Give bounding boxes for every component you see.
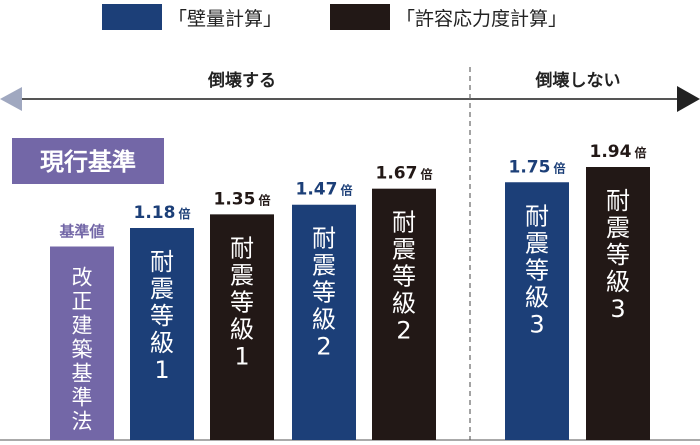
bar-value-label-3: 1.47 倍	[296, 180, 353, 200]
arrow-right-head	[677, 86, 700, 112]
collapse-arrow: 倒壊する 倒壊しない	[0, 71, 700, 112]
bar-wall-3	[292, 204, 356, 440]
legend-label-stress: 「許容応力度計算」	[396, 8, 567, 30]
arrow-label-collapse: 倒壊する	[207, 71, 276, 91]
bar-stress-6	[586, 167, 650, 440]
bar-wall-1	[130, 228, 194, 440]
bar-stress-2	[210, 214, 274, 440]
bar-value-label-4: 1.67 倍	[376, 164, 433, 184]
arrow-left-head	[0, 87, 22, 111]
bar-label-3: 耐震等級 2	[312, 225, 336, 361]
bar-label-6: 耐震等級 3	[606, 187, 630, 323]
legend-swatch-stress	[330, 4, 390, 30]
standard-box	[12, 138, 164, 184]
legend-swatch-wall	[102, 4, 162, 30]
legend-label-wall: 「壁量計算」	[168, 8, 282, 30]
standard-label: 現行基準	[40, 148, 136, 176]
bar-value-label-5: 1.75 倍	[509, 157, 566, 177]
bar-stress-4	[372, 188, 436, 440]
bar-wall-5	[505, 182, 569, 440]
bar-value-label-0: 基準値	[58, 223, 104, 241]
bar-label-5: 耐震等級 3	[525, 202, 549, 338]
bar-label-2: 耐震等級 1	[230, 234, 254, 370]
bar-base-0	[50, 246, 114, 440]
bar-label-0: 改正建築基準法	[72, 266, 93, 434]
bar-value-label-1: 1.18 倍	[134, 203, 191, 223]
bar-value-label-2: 1.35 倍	[214, 189, 271, 209]
bar-label-4: 耐震等級 2	[392, 209, 416, 345]
legend: 「壁量計算」 「許容応力度計算」	[102, 4, 567, 30]
bar-value-label-6: 1.94 倍	[590, 142, 647, 162]
bar-label-1: 耐震等級 1	[150, 248, 174, 384]
arrow-label-no-collapse: 倒壊しない	[535, 71, 621, 91]
